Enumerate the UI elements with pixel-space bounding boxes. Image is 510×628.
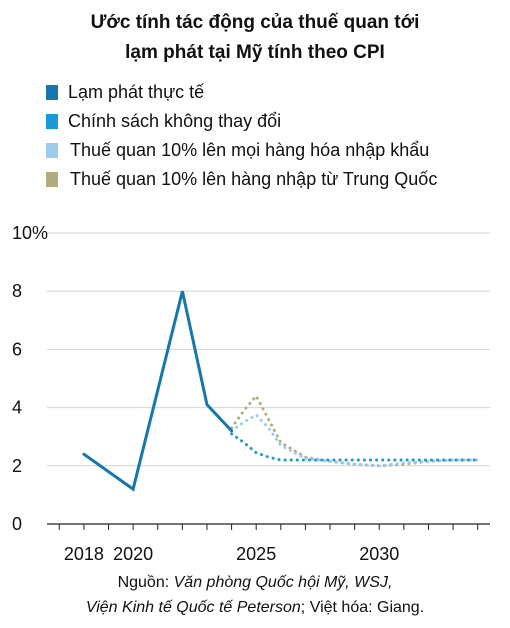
series-line-4 xyxy=(230,393,480,468)
series-line-2 xyxy=(230,432,480,462)
source-line-2: Viện Kinh tế Quốc tế Peterson; Việt hóa:… xyxy=(0,595,510,620)
y-tick-label: 0 xyxy=(12,514,22,534)
source-line-1: Nguồn: Văn phòng Quốc hội Mỹ, WSJ, xyxy=(0,570,510,595)
legend-label: Chính sách không thay đổi xyxy=(68,111,282,131)
legend-swatch xyxy=(46,172,58,187)
y-tick-label: 2 xyxy=(12,456,22,476)
source-suffix: ; Việt hóa: Giang. xyxy=(300,599,425,616)
x-tick-label: 2030 xyxy=(359,544,399,564)
legend-item: Chính sách không thay đổi xyxy=(46,107,437,136)
source-prefix: Nguồn: xyxy=(117,574,174,591)
y-tick-label: 6 xyxy=(12,339,22,359)
series-line-3 xyxy=(230,413,480,468)
x-tick-label: 2025 xyxy=(236,544,276,564)
source-note: Nguồn: Văn phòng Quốc hội Mỹ, WSJ, Viện … xyxy=(0,570,510,620)
legend-label: Thuế quan 10% lên hàng nhập từ Trung Quố… xyxy=(70,169,438,189)
title-line-1: Ước tính tác động của thuế quan tới xyxy=(90,12,420,33)
source-italic-1: Văn phòng Quốc hội Mỹ, WSJ, xyxy=(173,574,393,591)
source-italic-2: Viện Kinh tế Quốc tế Peterson xyxy=(85,599,301,616)
legend-item: Thuế quan 10% lên hàng nhập từ Trung Quố… xyxy=(46,165,437,194)
legend-item: Lạm phát thực tế xyxy=(46,78,437,107)
title-line-2: lạm phát tại Mỹ tính theo CPI xyxy=(125,42,385,63)
legend-swatch xyxy=(46,143,58,158)
legend-label: Lạm phát thực tế xyxy=(68,82,205,102)
x-tick-label: 2020 xyxy=(113,544,153,564)
y-tick-label: 10% xyxy=(12,223,48,243)
legend-swatch xyxy=(46,85,58,100)
x-tick-label: 2018 xyxy=(64,544,104,564)
chart-title: Ước tính tác động của thuế quan tới lạm … xyxy=(0,8,510,68)
y-tick-label: 8 xyxy=(12,281,22,301)
series-line-1 xyxy=(82,290,234,492)
legend-item: Thuế quan 10% lên mọi hàng hóa nhập khẩu xyxy=(46,136,437,165)
legend-swatch xyxy=(46,114,58,129)
y-tick-label: 4 xyxy=(12,398,22,418)
legend: Lạm phát thực tế Chính sách không thay đổ… xyxy=(46,78,437,194)
legend-label: Thuế quan 10% lên mọi hàng hóa nhập khẩu xyxy=(70,140,430,160)
